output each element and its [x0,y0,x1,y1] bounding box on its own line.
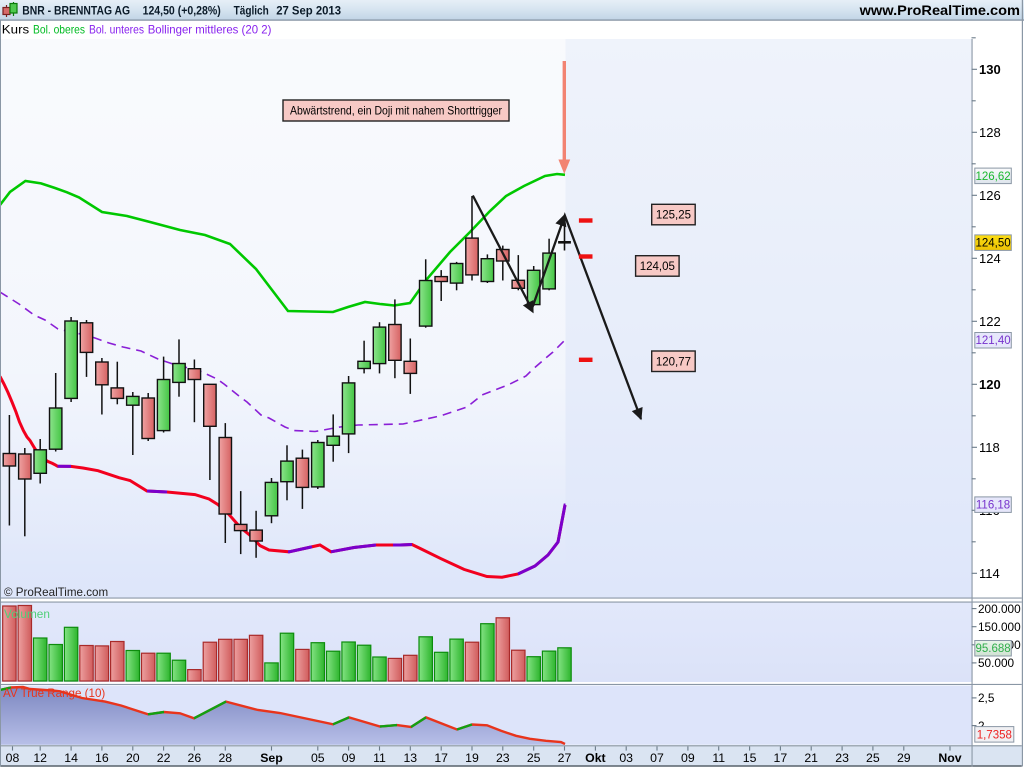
svg-text:© ProRealTime.com: © ProRealTime.com [4,586,108,599]
svg-text:124,05: 124,05 [640,261,675,273]
svg-text:124,50 (+0,28%): 124,50 (+0,28%) [143,3,221,17]
svg-text:122: 122 [979,314,1001,329]
svg-text:116,18: 116,18 [976,500,1010,512]
svg-text:126: 126 [979,188,1001,203]
svg-text:150.000: 150.000 [978,620,1021,634]
svg-text:17: 17 [774,751,788,765]
svg-text:Sep: Sep [260,751,283,765]
svg-text:Abwärtstrend, ein Doji mit nah: Abwärtstrend, ein Doji mit nahem Shorttr… [290,104,502,118]
svg-text:2,5: 2,5 [978,691,995,705]
svg-text:Bol. unteres: Bol. unteres [89,23,144,37]
svg-text:Nov: Nov [938,751,961,765]
svg-text:22: 22 [157,751,171,765]
svg-text:17: 17 [434,751,448,765]
svg-text:50.000: 50.000 [978,656,1015,670]
svg-text:29: 29 [897,751,911,765]
svg-text:Bollinger mittleres (20 2): Bollinger mittleres (20 2) [148,23,272,37]
svg-text:21: 21 [804,751,818,765]
svg-text:124: 124 [979,251,1001,266]
svg-text:14: 14 [64,751,78,765]
svg-text:126,62: 126,62 [975,171,1010,183]
svg-text:23: 23 [835,751,849,765]
svg-text:05: 05 [311,751,325,765]
svg-text:Kurs: Kurs [2,23,29,37]
svg-text:Bol. oberes: Bol. oberes [33,23,85,37]
svg-text:15: 15 [743,751,757,765]
svg-text:13: 13 [403,751,417,765]
svg-text:27 Sep 2013: 27 Sep 2013 [276,3,341,17]
svg-text:23: 23 [496,751,510,765]
svg-text:19: 19 [465,751,479,765]
svg-text:Täglich: Täglich [234,3,269,17]
svg-text:120,77: 120,77 [656,356,691,368]
svg-text:11: 11 [712,751,725,765]
svg-text:125,25: 125,25 [656,210,691,222]
svg-text:27: 27 [558,751,572,765]
svg-text:25: 25 [527,751,541,765]
svg-text:118: 118 [979,440,1000,455]
svg-text:11: 11 [373,751,386,765]
svg-text:07: 07 [650,751,664,765]
svg-text:2: 2 [978,719,985,733]
svg-text:121,40: 121,40 [975,335,1010,347]
svg-text:12: 12 [33,751,47,765]
svg-text:130: 130 [979,62,1001,77]
svg-text:Okt: Okt [585,751,606,765]
svg-text:08: 08 [6,751,20,765]
svg-text:www.ProRealTime.com: www.ProRealTime.com [859,2,1020,18]
svg-text:09: 09 [342,751,356,765]
svg-text:Volumen: Volumen [4,607,50,621]
svg-text:28: 28 [218,751,232,765]
svg-text:26: 26 [188,751,202,765]
svg-text:124,50: 124,50 [975,238,1010,250]
svg-text:BNR - BRENNTAG AG: BNR - BRENNTAG AG [22,3,130,17]
svg-text:25: 25 [866,751,880,765]
svg-text:20: 20 [126,751,140,765]
svg-text:16: 16 [95,751,109,765]
svg-text:120: 120 [979,377,1001,392]
svg-text:1,7358: 1,7358 [977,729,1012,741]
svg-text:200.000: 200.000 [978,602,1021,616]
svg-text:09: 09 [681,751,695,765]
svg-text:95.688: 95.688 [975,643,1010,655]
svg-text:114: 114 [979,566,1000,581]
svg-text:03: 03 [619,751,633,765]
svg-text:128: 128 [979,125,1001,140]
svg-text:AV True Range (10): AV True Range (10) [3,687,105,700]
